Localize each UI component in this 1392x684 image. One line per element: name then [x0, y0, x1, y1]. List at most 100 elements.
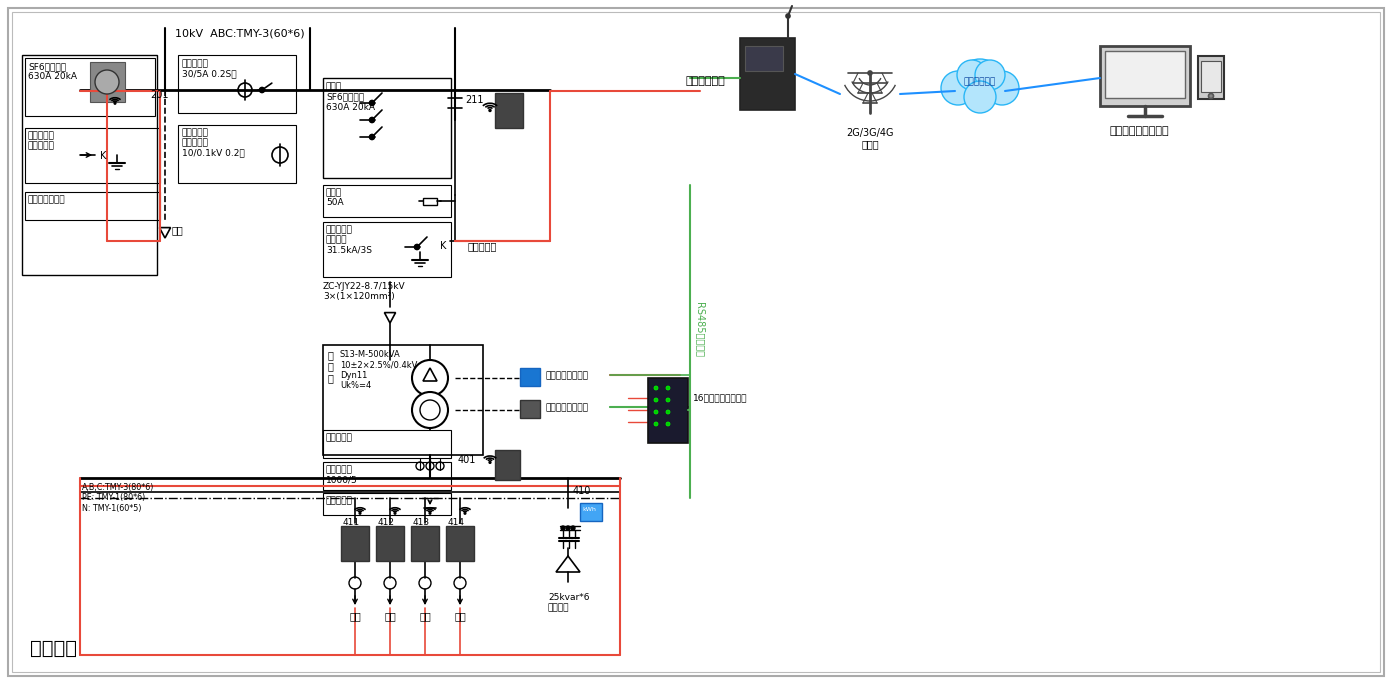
Bar: [323, 222, 451, 277]
Circle shape: [359, 512, 361, 514]
Text: 熔断器
50A: 熔断器 50A: [326, 188, 344, 207]
Circle shape: [958, 60, 987, 90]
Text: K: K: [440, 241, 447, 251]
Circle shape: [654, 386, 658, 390]
Bar: [25, 128, 160, 183]
Text: kWh: kWh: [582, 507, 596, 512]
Circle shape: [114, 103, 116, 104]
Text: 柜式变压器温控器: 柜式变压器温控器: [546, 403, 587, 412]
Polygon shape: [160, 228, 171, 238]
Circle shape: [561, 526, 565, 530]
Circle shape: [489, 462, 491, 463]
Text: 412: 412: [379, 518, 395, 527]
Text: 413: 413: [413, 518, 430, 527]
Text: 变压器出线: 变压器出线: [468, 241, 497, 251]
Bar: [411, 526, 438, 561]
Text: 16路开关量采集模块: 16路开关量采集模块: [693, 393, 748, 402]
Bar: [323, 345, 483, 455]
Text: K: K: [100, 151, 106, 161]
Circle shape: [489, 109, 491, 111]
Bar: [376, 526, 404, 561]
Bar: [25, 58, 155, 116]
Text: 2G/3G/4G
以太网: 2G/3G/4G 以太网: [846, 128, 894, 150]
Bar: [22, 55, 157, 275]
Circle shape: [665, 422, 670, 426]
Text: 401: 401: [458, 455, 476, 465]
Bar: [445, 526, 475, 561]
Bar: [1100, 46, 1190, 106]
Bar: [521, 368, 540, 386]
Text: 电流互感器
1000/5: 电流互感器 1000/5: [326, 465, 358, 484]
Text: S13-M-500kVA
10±2×2.5%/0.4kV
Dyn11
Uk%=4: S13-M-500kVA 10±2×2.5%/0.4kV Dyn11 Uk%=4: [340, 350, 418, 390]
Polygon shape: [384, 313, 395, 323]
Bar: [90, 62, 125, 102]
Text: 消防物联网监控中心: 消防物联网监控中心: [1109, 126, 1169, 136]
Circle shape: [567, 526, 569, 530]
Circle shape: [974, 60, 1005, 90]
Text: 414: 414: [448, 518, 465, 527]
Bar: [580, 503, 601, 521]
Bar: [323, 493, 451, 515]
Bar: [745, 46, 782, 71]
Text: ZC-YJY22-8.7/15kV
3×(1×120mm²): ZC-YJY22-8.7/15kV 3×(1×120mm²): [323, 282, 405, 302]
Text: SF6负荷开关
630A 20kA: SF6负荷开关 630A 20kA: [28, 62, 77, 81]
Circle shape: [429, 512, 430, 514]
Text: 201: 201: [150, 90, 168, 100]
Circle shape: [415, 244, 419, 250]
Circle shape: [571, 526, 575, 530]
Text: 出线: 出线: [349, 611, 361, 621]
Bar: [1199, 56, 1224, 99]
Text: 低压避雷器: 低压避雷器: [326, 496, 354, 505]
Circle shape: [412, 360, 448, 396]
Circle shape: [965, 81, 997, 113]
Text: 410: 410: [574, 486, 592, 496]
Circle shape: [665, 386, 670, 390]
Circle shape: [654, 398, 658, 402]
Circle shape: [95, 70, 118, 94]
Circle shape: [465, 512, 466, 514]
Bar: [1105, 51, 1185, 98]
Text: 出线: 出线: [419, 611, 432, 621]
Bar: [423, 198, 437, 205]
Bar: [496, 93, 523, 128]
Bar: [649, 378, 688, 443]
Circle shape: [654, 422, 658, 426]
Circle shape: [956, 59, 1004, 107]
Text: 10kV  ABC:TMY-3(60*6): 10kV ABC:TMY-3(60*6): [175, 28, 305, 38]
Circle shape: [986, 71, 1019, 105]
Text: 进线: 进线: [173, 225, 184, 235]
Circle shape: [665, 398, 670, 402]
Bar: [323, 185, 451, 217]
Text: 物联网云平台: 物联网云平台: [963, 77, 997, 86]
Bar: [323, 78, 451, 178]
Bar: [741, 38, 795, 110]
Bar: [25, 192, 160, 220]
Text: 干式变压器温控器: 干式变压器温控器: [546, 371, 587, 380]
Text: 411: 411: [342, 518, 361, 527]
Text: 带电显示器
电压互感器
10/0.1kV 0.2级: 带电显示器 电压互感器 10/0.1kV 0.2级: [182, 128, 245, 158]
Circle shape: [665, 410, 670, 414]
Text: 变
压
器: 变 压 器: [329, 350, 334, 383]
Text: 三工位
SF6负荷开关
630A 20kA: 三工位 SF6负荷开关 630A 20kA: [326, 82, 374, 111]
Text: 电缆故障指示器: 电缆故障指示器: [28, 195, 65, 204]
Circle shape: [654, 410, 658, 414]
Bar: [496, 450, 521, 480]
Circle shape: [369, 118, 374, 122]
Circle shape: [394, 512, 395, 514]
Text: 211: 211: [465, 95, 483, 105]
Bar: [521, 400, 540, 418]
Text: 出线: 出线: [384, 611, 395, 621]
Circle shape: [786, 14, 791, 18]
Circle shape: [1208, 94, 1214, 98]
Text: 带电显示器
接地开关
31.5kA/3S: 带电显示器 接地开关 31.5kA/3S: [326, 225, 372, 255]
Circle shape: [369, 135, 374, 140]
Text: 出线: 出线: [454, 611, 466, 621]
Text: 带电显示器
高压避雷器: 带电显示器 高压避雷器: [28, 131, 54, 150]
Circle shape: [412, 392, 448, 428]
Text: 主接线图: 主接线图: [31, 639, 77, 658]
Text: 云平台联网器: 云平台联网器: [685, 76, 725, 86]
Circle shape: [369, 101, 374, 105]
Text: RS485通讯总线: RS485通讯总线: [695, 302, 704, 358]
Bar: [323, 462, 451, 490]
Bar: [1201, 61, 1221, 92]
